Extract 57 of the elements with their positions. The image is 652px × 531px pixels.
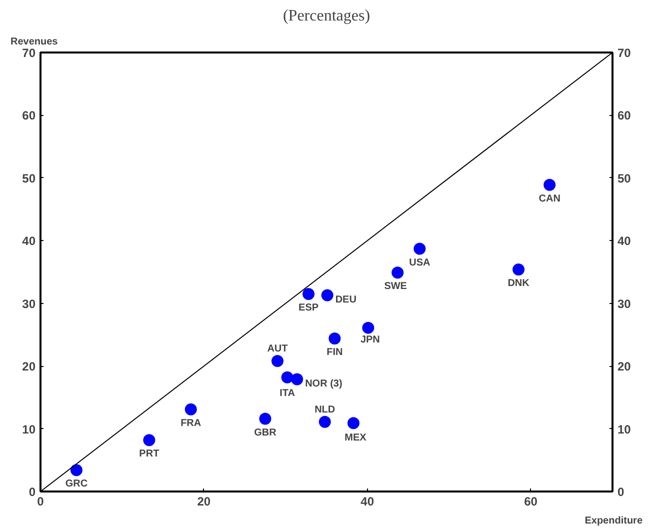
y2-tick-label: 0 — [618, 485, 624, 499]
y-tick-label: 50 — [22, 171, 36, 186]
point — [70, 464, 82, 476]
y-tick-label: 20 — [22, 360, 36, 374]
x-tick-label: 0 — [37, 494, 44, 508]
point — [143, 434, 156, 446]
y2-tick-label: 50 — [618, 171, 632, 186]
y-tick-label: 60 — [22, 108, 36, 123]
point — [544, 178, 556, 191]
annotation: NLD — [314, 404, 336, 416]
annotation: GBR — [254, 427, 278, 438]
annotation: PRT — [139, 448, 160, 460]
point — [302, 288, 315, 300]
annotation: SWE — [384, 281, 408, 292]
chart-title: (Percentages) — [282, 8, 370, 24]
annotation: FIN — [326, 346, 343, 358]
x-axis-title: Expenditure — [584, 516, 643, 526]
point — [291, 373, 304, 386]
annotation: ITA — [280, 388, 295, 399]
point — [184, 403, 197, 416]
annotation: NOR (3) — [305, 378, 342, 390]
point — [512, 264, 525, 276]
y2-tick-label: 10 — [618, 422, 632, 436]
annotation: ESP — [298, 302, 319, 314]
annotation: AUT — [267, 344, 288, 355]
y-tick-label: 40 — [22, 234, 36, 248]
annotation: DNK — [508, 278, 530, 289]
annotation: MEX — [344, 432, 367, 444]
x-tick-label: 60 — [524, 494, 538, 508]
y2-tick-label: 20 — [618, 360, 632, 374]
point — [347, 417, 360, 430]
y-tick-label: 0 — [28, 485, 36, 499]
annotation: DEU — [335, 294, 356, 306]
y-tick-label: 30 — [22, 296, 36, 311]
point — [362, 322, 374, 334]
point — [271, 355, 284, 368]
point — [328, 332, 341, 344]
point — [321, 289, 334, 302]
annotation: JPN — [360, 334, 380, 346]
y2-tick-label: 40 — [618, 234, 632, 248]
annotation: FRA — [180, 418, 202, 429]
point — [318, 416, 331, 428]
y-axis-title: Revenues — [10, 36, 58, 48]
y2-tick-label: 30 — [618, 296, 632, 311]
y2-tick-label: 70 — [618, 46, 632, 60]
point — [414, 242, 426, 255]
x-tick-label: 40 — [360, 494, 374, 508]
point — [392, 266, 404, 279]
annotation: USA — [409, 257, 430, 268]
y-tick-label: 70 — [22, 46, 36, 60]
point — [281, 371, 294, 384]
y2-tick-label: 60 — [618, 108, 632, 123]
point — [259, 412, 272, 425]
annotation: GRC — [65, 478, 88, 490]
annotation: CAN — [538, 193, 560, 204]
x-tick-label: 20 — [197, 494, 211, 508]
y-tick-label: 10 — [22, 422, 36, 436]
